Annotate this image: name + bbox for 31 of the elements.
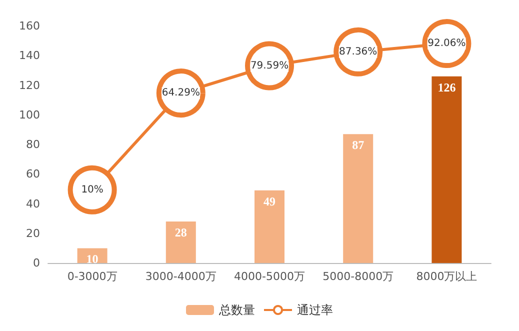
data-label: 64.29% — [162, 88, 200, 99]
x-tick-label: 3000-4000万 — [145, 270, 216, 283]
bar — [254, 190, 284, 263]
bar — [343, 134, 374, 263]
x-tick-label: 5000-8000万 — [322, 270, 394, 283]
data-label: 92.06% — [428, 38, 466, 50]
x-tick-label: 8000万以上 — [416, 270, 478, 283]
y-tick-label: 120 — [19, 78, 40, 92]
x-tick-label: 0-3000万 — [67, 270, 118, 283]
y-tick-label: 80 — [26, 138, 40, 151]
y-tick-label: 100 — [19, 108, 40, 122]
data-label: 49 — [264, 194, 276, 208]
data-label: 10 — [86, 252, 98, 266]
bar — [432, 76, 462, 263]
y-tick-label: 40 — [26, 197, 40, 210]
y-tick-label: 0 — [33, 256, 40, 270]
y-tick-label: 20 — [26, 226, 40, 240]
data-label: 126 — [438, 80, 456, 94]
data-label: 28 — [174, 226, 187, 240]
data-label: 87 — [352, 138, 364, 152]
bar — [166, 222, 196, 263]
x-tick-label: 4000-5000万 — [234, 270, 305, 283]
y-tick-label: 160 — [19, 20, 40, 32]
data-label: 79.59% — [250, 60, 289, 72]
y-tick-label: 60 — [26, 168, 40, 181]
legend-label: 总数量 — [218, 303, 255, 317]
data-label: 10% — [81, 184, 104, 196]
legend-label: 通过率 — [297, 303, 333, 317]
data-label: 87.36% — [339, 46, 378, 58]
point — [68, 165, 117, 214]
y-tick-label: 140 — [19, 49, 40, 62]
